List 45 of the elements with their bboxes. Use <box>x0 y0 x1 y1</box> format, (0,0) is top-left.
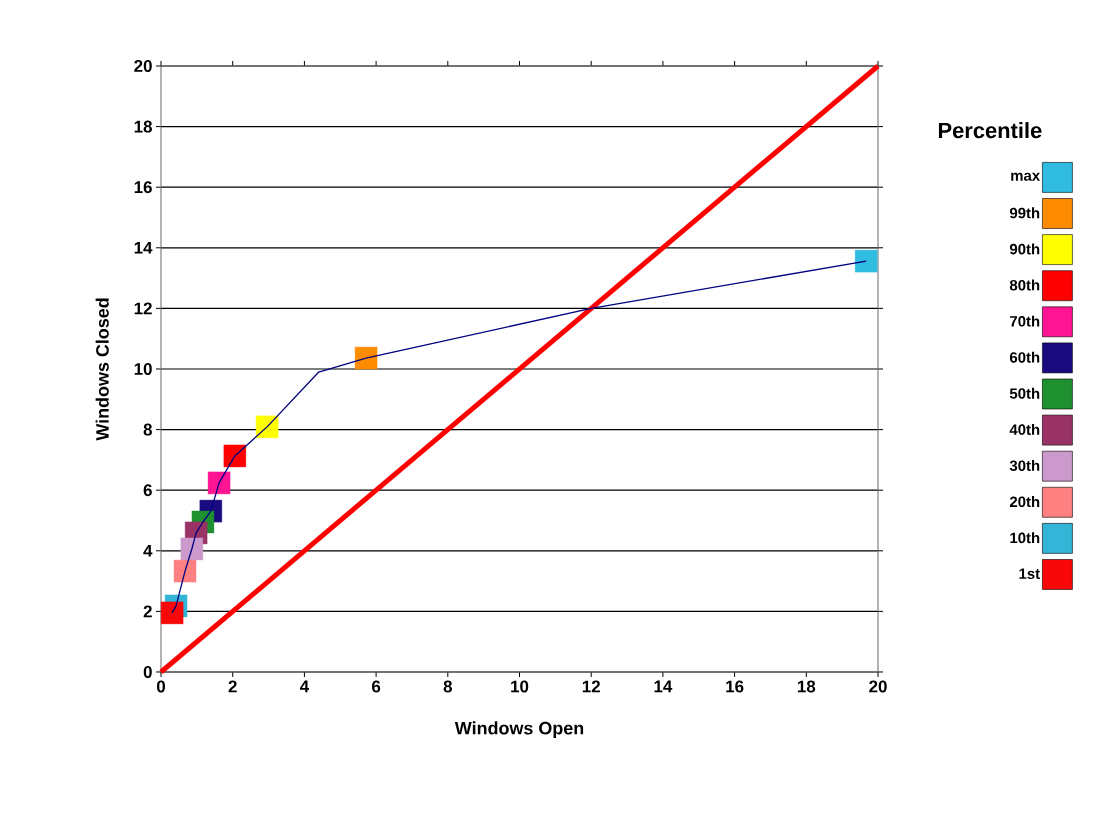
point <box>854 249 878 273</box>
x-tick-label: 8 <box>443 680 453 693</box>
legend-label: 60th <box>1009 351 1040 363</box>
y-tick-label: 14 <box>134 241 153 254</box>
legend-label: 90th <box>1009 243 1040 255</box>
x-axis-title: Windows Open <box>454 721 584 739</box>
x-tick-label: 14 <box>654 680 673 693</box>
legend-label: 99th <box>1009 207 1040 219</box>
x-tick-label: 4 <box>299 680 310 693</box>
x-tick-label: 2 <box>228 680 237 693</box>
x-tick-label: 18 <box>797 680 816 693</box>
legend-title: Percentile <box>938 122 1042 139</box>
legend-label: 30th <box>1009 460 1040 472</box>
y-tick-label: 2 <box>143 605 152 618</box>
legend-label: max <box>1011 172 1041 181</box>
legend-label: 70th <box>1010 315 1040 327</box>
y-tick-label: 8 <box>143 423 152 436</box>
x-tick-label: 6 <box>372 680 381 693</box>
y-axis-title: Windows Closed <box>95 298 109 441</box>
x-tick-label: 20 <box>869 680 887 693</box>
y-tick-label: 6 <box>143 484 152 497</box>
point <box>173 559 197 583</box>
legend-label: 80th <box>1009 279 1040 291</box>
point <box>160 601 184 625</box>
x-tick-label: 16 <box>726 680 744 693</box>
point <box>223 444 247 468</box>
legend-label: 40th <box>1009 423 1040 435</box>
y-tick-label: 10 <box>134 362 152 375</box>
point <box>180 537 204 561</box>
legend-label: 1st <box>1019 568 1040 580</box>
point <box>255 415 279 439</box>
y-tick-label: 0 <box>143 665 152 678</box>
x-tick-label: 10 <box>511 680 529 693</box>
y-tick-label: 16 <box>134 181 152 194</box>
y-tick-label: 18 <box>134 120 152 133</box>
legend-label: 50th <box>1009 387 1040 399</box>
legend-label: 10th <box>1010 532 1040 544</box>
y-tick-label: 12 <box>134 302 152 315</box>
x-tick-label: 0 <box>156 680 166 693</box>
x-tick-label: 12 <box>582 680 600 693</box>
y-tick-label: 20 <box>134 59 152 72</box>
legend-label: 20th <box>1009 496 1040 508</box>
point <box>354 346 378 370</box>
y-tick-label: 4 <box>143 544 153 557</box>
point <box>207 471 231 495</box>
